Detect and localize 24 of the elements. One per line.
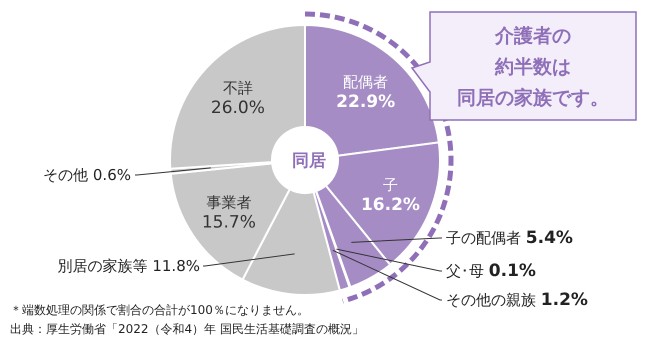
text: 同居の家族です。: [457, 87, 609, 109]
text: 介護者の: [494, 25, 571, 47]
slice-label: その他の親族: [446, 291, 536, 309]
slice-label: その他: [43, 166, 88, 184]
data-label: 5.4%: [526, 228, 573, 248]
text: 同居: [292, 151, 326, 171]
data-label: 11.8%: [152, 257, 200, 275]
data-label: 26.0%: [210, 98, 265, 118]
slice-label: 配偶者: [343, 72, 388, 91]
text: 約半数は: [494, 56, 571, 78]
text: ＊端数処理の関係で割合の合計が100％になりません。: [10, 303, 309, 317]
source-note: 出典：厚生労働省「2022（令和4）年 国民生活基礎調査の概況」: [10, 322, 364, 336]
slice-label: 事業者: [206, 194, 252, 212]
data-label: 1.2%: [540, 290, 588, 310]
data-label: 16.2%: [360, 195, 420, 216]
data-label: 0.1%: [488, 261, 536, 281]
slice-label: 別居の家族等: [58, 257, 148, 275]
slice-label: 不詳: [222, 79, 253, 98]
slice-label: 父･母: [446, 262, 484, 280]
slice-label: 子の配偶者: [446, 229, 521, 247]
slice-label: 子: [382, 176, 398, 194]
data-label: 22.9%: [336, 92, 396, 112]
data-label: 0.6%: [92, 166, 131, 184]
data-label: 15.7%: [202, 212, 256, 233]
